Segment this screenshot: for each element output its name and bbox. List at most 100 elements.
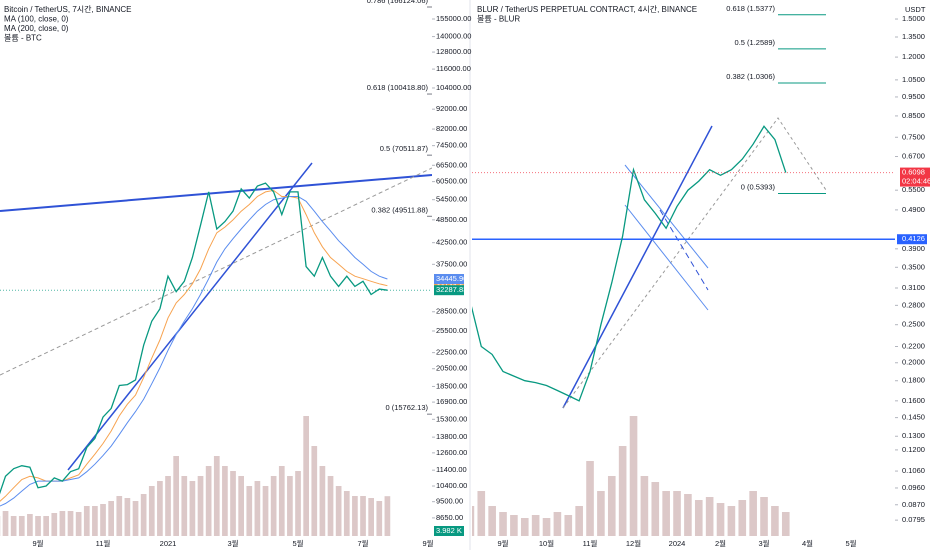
y-tick-label: 0.1300 [902,431,925,440]
volume-bar [35,516,41,536]
last-value-box [434,274,464,285]
volume-bar [694,500,703,536]
y-tick-label: 20500.00 [436,364,467,373]
x-tick-label: 2월 [715,538,726,548]
y-tick-label: 15300.00 [436,414,467,423]
volume-bar [520,518,529,536]
volume-bar [575,506,583,536]
y-tick-label: 0.8500 [902,111,925,120]
fib-label: 0.786 (166124.06) [367,0,429,5]
volume-bar [499,512,507,536]
y-tick-label: 0.1600 [902,396,925,405]
volume-bar [157,481,163,536]
volume-bar [254,481,261,536]
volume-bar [287,476,293,536]
plot-area [472,14,895,536]
volume-label-box [434,526,464,536]
fib-label: 0 (0.5393) [741,183,776,192]
volume-bar [510,515,518,536]
volume-bar [629,416,638,536]
volume-bar [181,476,188,536]
y-tick-label: 155000.00 [436,14,471,23]
volume-bar [662,491,670,536]
y-tick-label: 0.5500 [902,185,925,194]
y-tick-label: 0.3100 [902,283,925,292]
x-tick-label: 7월 [357,538,368,548]
level-label: 0.4126 [902,234,925,243]
volume-bar [771,506,779,536]
fib-label: 0.618 (1.5377) [726,4,775,13]
y-tick-label: 0.0870 [902,500,925,509]
volume-bar [586,461,594,536]
y-tick-label: 16900.00 [436,397,467,406]
x-tick-label: 11월 [583,538,598,548]
y-tick-label: 116000.00 [436,64,471,73]
x-tick-label: 3월 [758,538,769,548]
y-tick-label: 60500.00 [436,177,467,186]
y-tick-label: 11400.00 [436,465,467,474]
volume-bar [553,512,562,536]
volume-bar [384,496,391,536]
y-tick-label: 9500.00 [436,497,463,506]
volume-bar [83,506,90,536]
volume-bar [618,446,627,536]
volume-bar [352,496,358,536]
x-tick-label: 12월 [626,538,641,548]
y-tick-label: 0.4900 [902,205,925,214]
volume-bar [749,491,757,536]
y-tick-label: 12600.00 [436,448,467,457]
y-tick-label: 104000.00 [436,83,471,92]
y-tick-label: 82000.00 [436,124,467,133]
x-tick-label: 5월 [292,538,303,548]
y-tick-label: 0.3500 [902,262,925,271]
countdown: 02:04:46 [902,177,931,186]
volume-bar [165,476,171,536]
volume-bar [148,486,155,536]
currency: USDT [905,5,926,14]
y-tick-label: 0.1200 [902,445,925,454]
volume-bar [335,486,342,536]
volume-bar [640,476,649,536]
x-tick-label: 5월 [845,538,856,548]
fib-label: 0.382 (49511.88) [371,205,428,214]
volume-bar [246,486,253,536]
volume-bar [108,501,114,536]
y-tick-label: 0.2800 [902,300,925,309]
fib-label: 0.382 (1.0306) [726,72,775,81]
x-tick-label: 4월 [802,538,813,548]
volume-bar [132,501,139,536]
trend-line [67,162,313,471]
fib-label: 0.618 (100418.80) [367,83,429,92]
volume-bar [607,476,616,536]
volume-bar [327,476,334,536]
volume-bar [311,446,318,536]
y-tick-label: 0.3900 [902,244,925,253]
x-tick-label: 9월 [32,538,43,548]
volume-bar [92,506,98,536]
volume-bar [27,514,33,536]
trend-line [0,174,432,212]
last-price-label: 32287.83 [436,285,467,294]
volume-legend: 볼륨 - BLUR [477,14,520,24]
volume-bar [488,506,496,536]
volume-bar [59,511,66,536]
volume-bar [278,466,285,536]
y-tick-label: 0.7500 [902,132,925,141]
y-tick-label: 92000.00 [436,104,467,113]
y-tick-label: 10400.00 [436,481,467,490]
y-tick-label: 22500.00 [436,348,467,357]
y-tick-label: 28500.00 [436,307,467,316]
drawings-left [0,162,432,471]
volume-bar [360,496,366,536]
y-tick-label: 0.1800 [902,376,925,385]
volume-bar [75,512,82,536]
volume-bar [10,516,17,536]
trend-line [0,167,432,376]
y-tick-label: 1.0500 [902,75,925,84]
volume-bar [124,498,131,536]
fib-label: 0.5 (1.2589) [735,38,776,47]
volume-legend: 볼륨 - BTC [4,33,42,43]
price-line [0,182,388,495]
y-tick-label: 140000.00 [436,32,471,41]
